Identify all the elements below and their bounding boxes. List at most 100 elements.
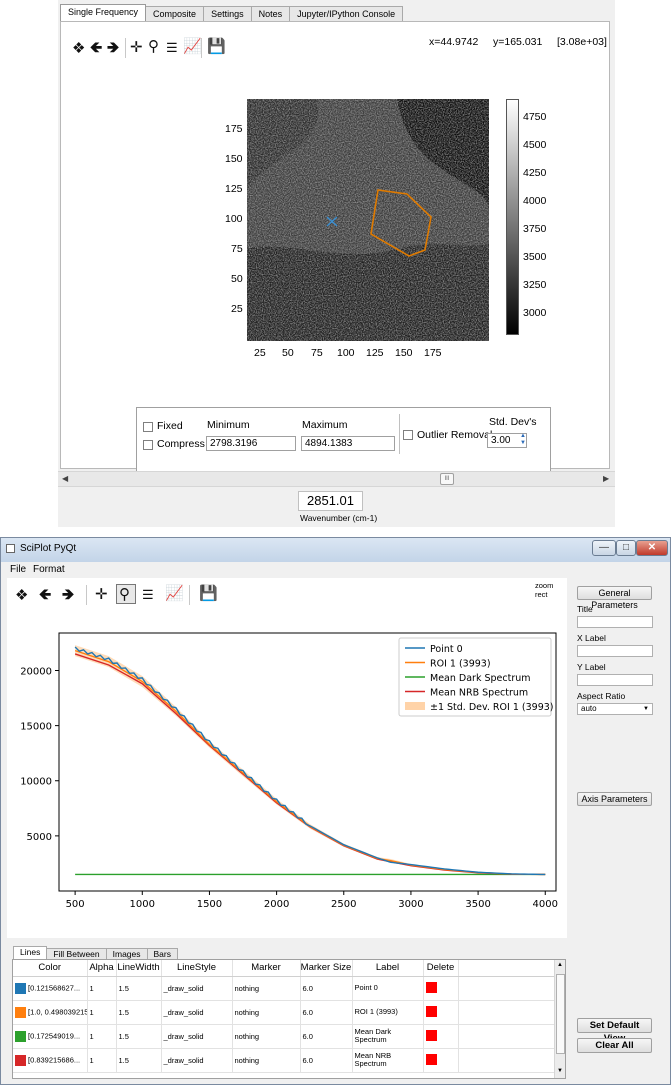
menu-file[interactable]: File xyxy=(10,564,27,575)
marker-cell[interactable]: nothing xyxy=(232,976,301,1001)
edit-axis-icon[interactable]: 📈 xyxy=(183,38,202,55)
outlier-removal-checkbox[interactable] xyxy=(403,430,413,440)
marker-size-cell[interactable]: 6.0 xyxy=(300,1024,353,1049)
linewidth-cell[interactable]: 1.5 xyxy=(116,976,162,1001)
wavenumber-slider[interactable]: ◀ III ▶ xyxy=(58,471,615,487)
back-arrow-icon[interactable]: 🡸 xyxy=(39,586,52,603)
label-cell[interactable]: ROI 1 (3993) xyxy=(352,1000,424,1025)
set-default-view-button[interactable]: Set Default View xyxy=(577,1018,652,1044)
frequency-image[interactable] xyxy=(247,99,489,341)
marker-size-cell[interactable]: 6.0 xyxy=(300,1048,353,1073)
back-arrow-icon[interactable]: 🡸 xyxy=(90,39,103,56)
x-label-input[interactable] xyxy=(577,645,653,657)
marker-cell[interactable]: nothing xyxy=(232,1000,301,1025)
wavenumber-value[interactable]: 2851.01 xyxy=(298,491,363,511)
zoom-icon[interactable]: ⚲ xyxy=(148,38,159,55)
spinbox-arrows-icon[interactable]: ▲ ▼ xyxy=(520,433,526,446)
pan-icon[interactable]: ✛ xyxy=(95,586,108,603)
column-header[interactable]: Marker xyxy=(232,960,301,977)
column-header[interactable]: LineStyle xyxy=(161,960,233,977)
label-cell[interactable]: Mean Dark Spectrum xyxy=(352,1024,424,1049)
linewidth-cell[interactable]: 1.5 xyxy=(116,1024,162,1049)
spectrum-chart[interactable]: 500 1000 1500 2000 2500 3000 3500 4000 5000 10000… xyxy=(7,578,567,938)
column-header[interactable]: Marker Size xyxy=(300,960,353,977)
home-icon[interactable]: ❖ xyxy=(72,40,86,57)
compress-checkbox[interactable] xyxy=(143,440,153,450)
axis-parameters-button[interactable]: Axis Parameters xyxy=(577,792,652,806)
linestyle-cell[interactable]: _draw_solid xyxy=(161,976,233,1001)
maximize-button[interactable]: □ xyxy=(616,540,636,556)
column-header[interactable]: LineWidth xyxy=(116,960,162,977)
std-dev-spinbox[interactable]: 3.00 xyxy=(487,433,527,448)
save-icon[interactable]: 💾 xyxy=(199,585,218,602)
tab-single-frequency[interactable]: Single Frequency xyxy=(60,4,147,21)
color-swatch[interactable] xyxy=(15,1006,26,1018)
delete-button[interactable] xyxy=(425,981,437,993)
delete-cell[interactable] xyxy=(423,976,459,1001)
color-swatch[interactable] xyxy=(15,1054,26,1066)
linestyle-cell[interactable]: _draw_solid xyxy=(161,1048,233,1073)
forward-arrow-icon[interactable]: 🡺 xyxy=(62,586,75,603)
forward-arrow-icon[interactable]: 🡺 xyxy=(107,39,120,56)
column-header[interactable]: Delete xyxy=(423,960,459,977)
clear-all-button[interactable]: Clear All xyxy=(577,1038,652,1053)
minimize-button[interactable]: — xyxy=(592,540,616,556)
delete-button[interactable] xyxy=(425,1005,437,1017)
table-scrollbar[interactable]: ▲ ▼ xyxy=(554,960,565,1078)
color-swatch[interactable] xyxy=(15,982,26,994)
title-input[interactable] xyxy=(577,616,653,628)
table-row[interactable]: [0.172549019... 1 1.5 _draw_solid nothing 6.0… xyxy=(13,1024,555,1049)
tab-composite[interactable]: Composite xyxy=(145,6,205,21)
y-label-input[interactable] xyxy=(577,674,653,686)
alpha-cell[interactable]: 1 xyxy=(87,976,117,1001)
color-cell[interactable]: [0.121568627... xyxy=(13,976,88,1001)
color-cell[interactable]: [0.172549019... xyxy=(13,1024,88,1049)
column-header[interactable]: Color xyxy=(13,960,88,977)
marker-cell[interactable]: nothing xyxy=(232,1048,301,1073)
linewidth-cell[interactable]: 1.5 xyxy=(116,1000,162,1025)
color-cell[interactable]: [0.839215686... xyxy=(13,1048,88,1073)
tab-console[interactable]: Jupyter/IPython Console xyxy=(289,6,404,21)
delete-button[interactable] xyxy=(425,1029,437,1041)
delete-cell[interactable] xyxy=(423,1000,459,1025)
linestyle-cell[interactable]: _draw_solid xyxy=(161,1000,233,1025)
delete-cell[interactable] xyxy=(423,1024,459,1049)
delete-button[interactable] xyxy=(425,1053,437,1065)
edit-axis-icon[interactable]: 📈 xyxy=(165,585,184,602)
alpha-cell[interactable]: 1 xyxy=(87,1000,117,1025)
label-cell[interactable]: Mean NRB Spectrum xyxy=(352,1048,424,1073)
alpha-cell[interactable]: 1 xyxy=(87,1048,117,1073)
color-cell[interactable]: [1.0, 0.498039215... xyxy=(13,1000,88,1025)
linewidth-cell[interactable]: 1.5 xyxy=(116,1048,162,1073)
tab-bars[interactable]: Bars xyxy=(146,948,178,960)
configure-subplots-icon[interactable]: ☰ xyxy=(166,40,178,55)
home-icon[interactable]: ❖ xyxy=(15,587,29,604)
configure-subplots-icon[interactable]: ☰ xyxy=(142,587,154,602)
general-parameters-button[interactable]: General Parameters xyxy=(577,586,652,610)
scroll-right-icon[interactable]: ▶ xyxy=(603,474,610,483)
linestyle-cell[interactable]: _draw_solid xyxy=(161,1024,233,1049)
tab-notes[interactable]: Notes xyxy=(250,6,291,21)
table-row[interactable]: [0.839215686... 1 1.5 _draw_solid nothing 6.0… xyxy=(13,1048,555,1073)
save-icon[interactable]: 💾 xyxy=(207,38,226,55)
minimum-input[interactable]: 2798.3196 xyxy=(206,436,296,451)
tab-lines[interactable]: Lines xyxy=(13,946,48,960)
table-row[interactable]: [0.121568627... 1 1.5 _draw_solid nothing 6.0… xyxy=(13,976,555,1001)
pan-icon[interactable]: ✛ xyxy=(130,39,143,56)
color-swatch[interactable] xyxy=(15,1030,26,1042)
scroll-down-icon[interactable]: ▼ xyxy=(557,1068,563,1074)
marker-size-cell[interactable]: 6.0 xyxy=(300,1000,353,1025)
alpha-cell[interactable]: 1 xyxy=(87,1024,117,1049)
zoom-icon[interactable]: ⚲ xyxy=(116,584,136,604)
table-row[interactable]: [1.0, 0.498039215...11.5_draw_solidnothi… xyxy=(13,1000,555,1025)
menu-format[interactable]: Format xyxy=(33,564,65,575)
column-header[interactable]: Alpha xyxy=(87,960,117,977)
delete-cell[interactable] xyxy=(423,1048,459,1073)
label-cell[interactable]: Point 0 xyxy=(352,976,424,1001)
scroll-up-icon[interactable]: ▲ xyxy=(557,962,563,968)
scroll-left-icon[interactable]: ◀ xyxy=(62,474,69,483)
maximum-input[interactable]: 4894.1383 xyxy=(301,436,395,451)
aspect-ratio-select[interactable]: auto ▼ xyxy=(577,703,653,715)
fixed-checkbox[interactable] xyxy=(143,422,153,432)
scroll-thumb[interactable] xyxy=(556,974,565,1054)
